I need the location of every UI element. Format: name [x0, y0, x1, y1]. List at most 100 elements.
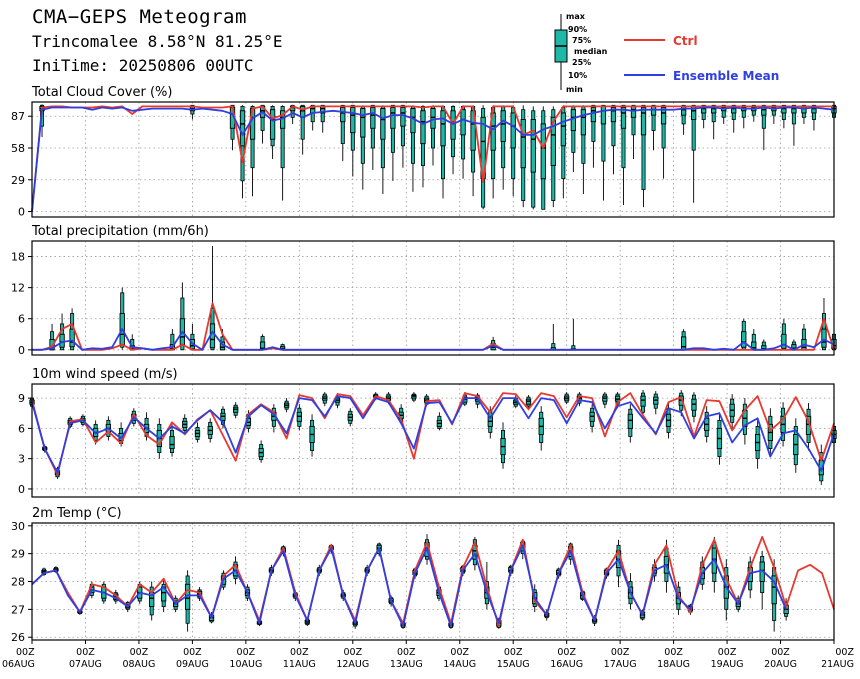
- ensemble-box: [811, 104, 817, 131]
- box-p10-p90: [390, 104, 395, 153]
- ensemble-box: [660, 104, 667, 179]
- x-tick-date-label: 07AUG: [69, 659, 102, 670]
- box-p25-p75: [640, 107, 647, 136]
- box-p10-p90: [621, 104, 626, 169]
- panel-title: 2m Temp (°C): [32, 506, 122, 521]
- ensemble-box: [627, 404, 633, 443]
- legend-box-label-p25: 25%: [572, 58, 591, 67]
- box-p10-p90: [651, 104, 656, 131]
- panel-title: 10m wind speed (m/s): [32, 367, 178, 382]
- box-p25-p75: [781, 333, 787, 349]
- ensemble-box: [119, 287, 125, 350]
- y-tick-label: 0: [18, 483, 25, 496]
- ensemble-mean-series-line: [31, 106, 835, 212]
- ensemble-box: [701, 104, 707, 129]
- ensemble-box: [602, 392, 608, 409]
- x-tick-hour-label: 00Z: [835, 647, 854, 658]
- x-tick-hour-label: 00Z: [130, 647, 149, 658]
- panel-frame: [31, 522, 835, 641]
- ensemble-box: [460, 105, 466, 179]
- y-tick-label: 28: [11, 576, 25, 589]
- ensemble-box: [620, 104, 627, 205]
- ensemble-box: [650, 104, 657, 151]
- box-p25-p75: [350, 107, 356, 134]
- ensemble-box: [570, 318, 577, 351]
- x-tick-date-label: 10AUG: [229, 659, 262, 670]
- box-p25-p75: [410, 108, 416, 134]
- ensemble-box: [480, 105, 486, 210]
- ensemble-box: [309, 414, 315, 457]
- legend-box-label-p10: 10%: [568, 71, 587, 80]
- ensemble-box: [751, 329, 757, 351]
- y-tick-label: 87: [11, 110, 25, 123]
- box-p25-p75: [680, 336, 687, 351]
- ensemble-box: [767, 408, 773, 457]
- x-tick-date-label: 20AUG: [764, 659, 797, 670]
- box-p10-p90: [711, 104, 716, 123]
- y-tick-label: 6: [18, 313, 25, 326]
- x-tick-hour-label: 00Z: [76, 647, 95, 658]
- box-p25-p75: [630, 105, 637, 118]
- y-tick-label: 27: [11, 603, 25, 616]
- ensemble-box: [490, 105, 496, 199]
- box-p10-p90: [260, 104, 265, 131]
- ensemble-box: [300, 104, 306, 155]
- ensemble-box: [500, 105, 506, 190]
- x-tick-hour-label: 00Z: [504, 647, 523, 658]
- box-p25-p75: [510, 112, 516, 149]
- legend: max 90% 75% median 25% 10% min Ctrl Ense…: [554, 12, 779, 94]
- ensemble-box: [161, 578, 167, 613]
- ensemble-box: [538, 406, 544, 451]
- box-p10-p90: [641, 104, 646, 191]
- x-tick-date-label: 11AUG: [283, 659, 316, 670]
- ensemble-box: [680, 329, 687, 351]
- box-p25-p75: [821, 328, 827, 348]
- ensemble-box: [189, 323, 196, 351]
- box-p25-p75: [570, 109, 577, 131]
- ensemble-box: [741, 318, 747, 351]
- ensemble-box: [564, 392, 570, 405]
- x-tick-hour-label: 00Z: [450, 647, 469, 658]
- box-p10-p90: [661, 104, 666, 149]
- ensemble-box: [258, 440, 264, 463]
- ensemble-box: [793, 418, 799, 473]
- ensemble-box: [360, 105, 366, 190]
- ctrl-series-line: [31, 536, 835, 627]
- legend-box-label-min: min: [566, 85, 583, 94]
- box-p10-p90: [280, 105, 285, 169]
- box-p10-p90: [591, 104, 596, 142]
- box-p25-p75: [69, 328, 75, 348]
- box-p25-p75: [49, 339, 55, 351]
- ensemble-box: [525, 395, 532, 411]
- x-tick-hour-label: 00Z: [397, 647, 416, 658]
- ensemble-box: [761, 339, 767, 351]
- ensemble-box: [791, 104, 797, 146]
- ensemble-mean-series-line: [31, 395, 835, 474]
- box-p10-p90: [631, 104, 636, 136]
- y-tick-label: 29: [11, 548, 25, 561]
- legend-box-label-p75: 75%: [572, 36, 591, 45]
- ensemble-box: [347, 408, 353, 427]
- box-p10-p90: [300, 104, 305, 140]
- x-tick-hour-label: 00Z: [290, 647, 309, 658]
- legend-box-label-p90: 90%: [568, 25, 587, 34]
- box-p25-p75: [530, 119, 536, 173]
- box-p25-p75: [450, 110, 456, 140]
- box-p25-p75: [460, 109, 466, 136]
- ensemble-box: [691, 104, 697, 203]
- ensemble-box: [259, 334, 266, 351]
- y-tick-label: 6: [18, 422, 25, 435]
- x-tick-date-label: 17AUG: [604, 659, 637, 670]
- box-p10-p90: [741, 104, 746, 118]
- x-tick-date-label: 09AUG: [176, 659, 209, 670]
- ensemble-mean-series-line: [32, 328, 835, 351]
- x-tick-date-label: 08AUG: [122, 659, 155, 670]
- ensemble-box: [400, 104, 406, 168]
- ensemble-box: [194, 422, 201, 443]
- ensemble-box: [340, 104, 346, 162]
- y-tick-label: 29: [11, 174, 25, 187]
- x-tick-date-label: 14AUG: [443, 659, 476, 670]
- x-tick-date-label: 18AUG: [657, 659, 690, 670]
- box-p25-p75: [550, 116, 556, 166]
